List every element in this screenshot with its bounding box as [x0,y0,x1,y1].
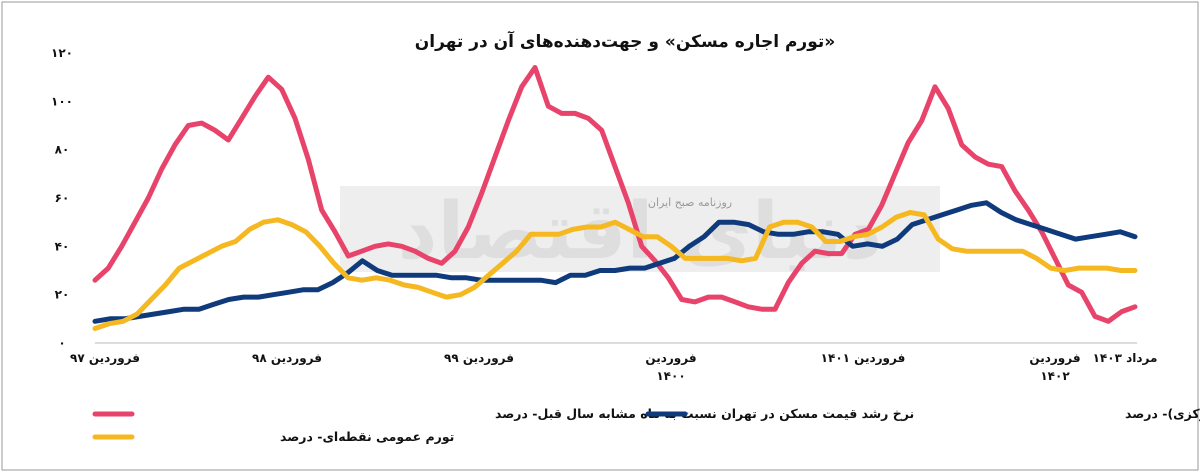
x-tick-label: فروردین ۹۹ [444,351,514,366]
x-tick-label: فروردین ۹۸ [252,351,322,366]
y-tick-label: ۶۰ [55,191,70,205]
y-tick-label: ۸۰ [55,143,70,157]
legend-label-house-price: نرخ رشد قیمت مسکن در تهران نسبت به ماه م… [495,406,914,421]
legend-item-house-price: نرخ رشد قیمت مسکن در تهران نسبت به ماه م… [92,406,914,421]
x-tick-label: ۱۴۰۲ [1040,369,1070,383]
x-tick-label: فروردین ۹۷ [70,351,140,366]
series-lines [92,65,1138,331]
x-tick-label: فروردین [645,351,696,366]
legend-item-inflation: تورم عمومی نقطه‌ای- درصد [92,429,454,445]
series-line-inflation [92,210,1138,331]
legend-label-inflation: تورم عمومی نقطه‌ای- درصد [280,429,454,445]
watermark: روزنامه صبح ایران دنیای اقتصاد [340,186,940,277]
legend-label-rent: نرخ رشد اجاره بها در تهران نسبت به ماه م… [1125,406,1200,421]
y-tick-label: ۱۰۰ [51,94,73,108]
y-tick-label: ۱۲۰ [51,46,73,60]
x-tick-label: فروردین ۱۴۰۱ [821,351,906,366]
y-axis: ۰ ۲۰ ۴۰ ۶۰ ۸۰ ۱۰۰ ۱۲۰ [51,46,73,350]
y-tick-label: ۲۰ [55,288,70,302]
series-line-rent [92,200,1138,324]
x-tick-label: فروردین [1029,351,1080,366]
legend: نرخ رشد قیمت مسکن در تهران نسبت به ماه م… [92,406,1200,445]
chart-title: «تورم اجاره مسکن» و جهت‌دهنده‌های آن در … [415,30,835,52]
x-axis: فروردین ۹۷ فروردین ۹۸ فروردین ۹۹ فروردین ۱۴۰… [70,351,1157,383]
x-tick-label: ۱۴۰۰ [656,369,685,383]
watermark-subtitle: روزنامه صبح ایران [648,196,732,209]
watermark-band [340,186,940,272]
y-tick-label: ۴۰ [55,239,70,253]
legend-item-rent: نرخ رشد اجاره بها در تهران نسبت به ماه م… [645,406,1200,421]
y-tick-label: ۰ [58,336,65,350]
series-line-house-price [92,65,1138,324]
x-tick-label: مرداد ۱۴۰۳ [1093,351,1158,365]
